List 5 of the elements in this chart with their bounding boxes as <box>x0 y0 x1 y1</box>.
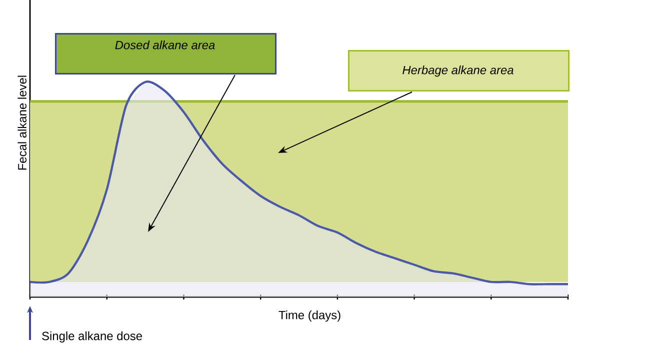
y-axis-title: Fecal alkane level <box>18 76 26 170</box>
text: Single alkane dose <box>42 331 142 343</box>
text: Herbage alkane area <box>402 66 514 77</box>
x-axis-title: Time (days) <box>278 310 340 322</box>
text: Dosed alkane area <box>115 40 215 50</box>
